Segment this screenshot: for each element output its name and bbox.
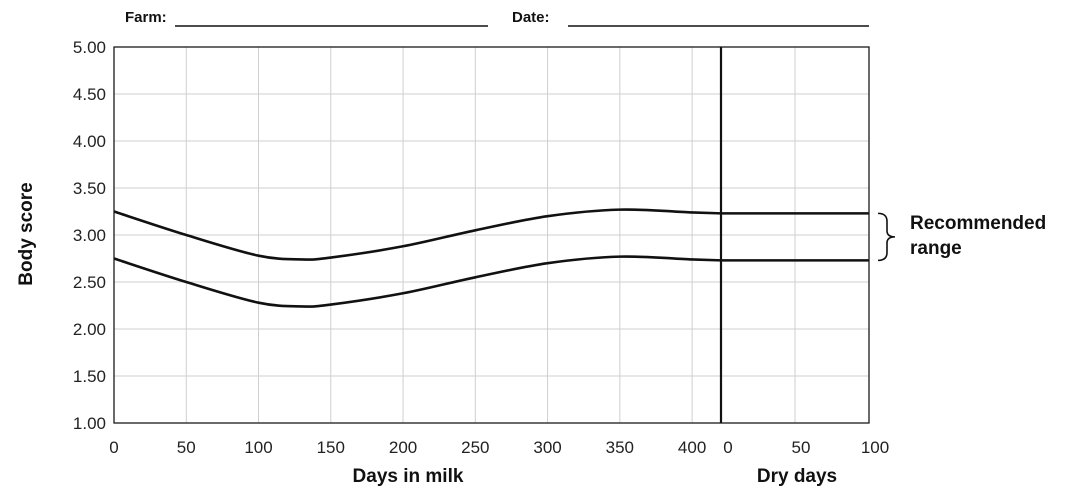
lower-limit-curve-milk — [113, 255, 722, 308]
y-tick-label: 4.00 — [73, 132, 106, 151]
upper-limit-curve-milk — [113, 208, 722, 261]
annotation-line2: range — [910, 238, 962, 259]
plot-frame — [113, 46, 870, 424]
x-axis-title-dry: Dry days — [757, 466, 837, 487]
y-tick-labels: 1.00 1.50 2.00 2.50 3.00 3.50 4.00 4.50 5.00 — [73, 38, 106, 433]
x-tick-label-dry: 100 — [861, 438, 889, 457]
x-tick-label-milk: 350 — [606, 438, 634, 457]
x-tick-label-milk: 400 — [678, 438, 706, 457]
y-tick-label: 2.00 — [73, 320, 106, 339]
x-tick-label-milk: 0 — [109, 438, 118, 457]
x-tick-labels: 0 50 100 150 200 250 300 350 400 0 50 100 — [109, 438, 889, 457]
curves — [113, 208, 869, 308]
gridlines — [113, 46, 870, 424]
y-tick-label: 1.50 — [73, 367, 106, 386]
date-label: Date: — [512, 9, 550, 26]
farm-label: Farm: — [125, 9, 167, 26]
x-tick-label-milk: 100 — [244, 438, 272, 457]
y-tick-label: 1.00 — [73, 414, 106, 433]
x-tick-label-dry: 0 — [723, 438, 732, 457]
x-axis-title-milk: Days in milk — [353, 466, 464, 487]
y-tick-label: 3.50 — [73, 179, 106, 198]
range-brace — [877, 212, 896, 262]
x-tick-label-milk: 300 — [533, 438, 561, 457]
y-axis-title: Body score — [16, 182, 37, 285]
x-tick-label-dry: 50 — [792, 438, 811, 457]
x-tick-label-milk: 50 — [177, 438, 196, 457]
y-tick-label: 5.00 — [73, 38, 106, 57]
recommended-range-annotation: Recommended range — [877, 212, 1046, 262]
x-tick-label-milk: 200 — [389, 438, 417, 457]
y-tick-label: 3.00 — [73, 226, 106, 245]
x-tick-label-milk: 250 — [461, 438, 489, 457]
plot-border — [113, 46, 870, 424]
annotation-line1: Recommended — [910, 213, 1046, 234]
y-tick-label: 2.50 — [73, 273, 106, 292]
x-tick-label-milk: 150 — [317, 438, 345, 457]
y-tick-label: 4.50 — [73, 85, 106, 104]
